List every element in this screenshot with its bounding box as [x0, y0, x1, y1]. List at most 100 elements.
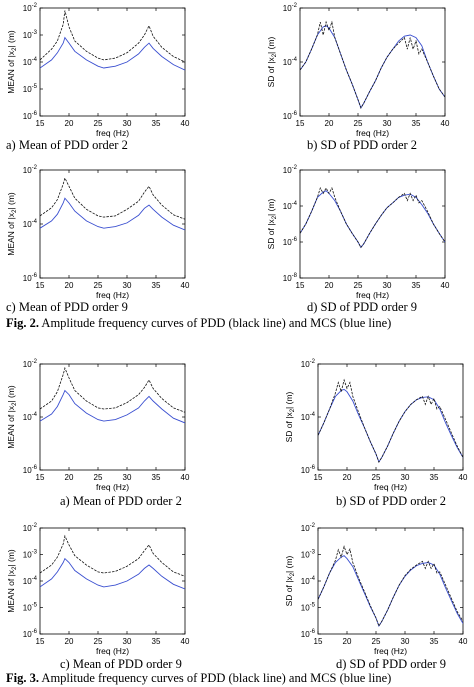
fig2-panel-a: 15 20 25 30 35 40 10-2 10-3 10-4 10-5 10-6 freq (Hz… — [0, 0, 195, 138]
fig3-caption-d: d) SD of PDD order 9 — [336, 657, 447, 671]
chart-svg: 15 20 25 30 35 40 10-2 10-3 10-4 10-5 10-6 freq (Hz… — [6, 523, 190, 656]
x-tick-label: 20 — [343, 637, 352, 646]
series-pdd-line — [40, 366, 185, 413]
fig2-panel-b: 15 20 25 30 35 40 10-2 10-4 10-6 freq (Hz) SD of |… — [260, 0, 455, 138]
chart-svg: 15 20 25 30 35 40 10-2 10-4 10-6 10-8 freq (Hz) SD … — [266, 165, 450, 300]
fig2-caption-label: Fig. 2. — [6, 316, 39, 330]
y-tick-label: 10-2 — [283, 165, 298, 175]
fig3-caption-b: b) SD of PDD order 2 — [336, 494, 447, 508]
series-pdd-line — [40, 534, 185, 577]
fig3-panel-c: 15 20 25 30 35 40 10-2 10-3 10-4 10-5 10-6 freq (Hz… — [0, 520, 195, 656]
x-tick-label: 35 — [412, 119, 421, 128]
series-mcs-line — [40, 197, 185, 231]
fig3-caption-a: a) Mean of PDD order 2 — [60, 494, 182, 508]
fig3-panel-d: 15 20 25 30 35 40 10-2 10-3 10-4 10-5 10-6 freq (Hz… — [278, 520, 473, 656]
y-axis-label: MEAN of |x2| (m) — [6, 385, 18, 449]
y-tick-label: 10-4 — [23, 576, 38, 586]
y-tick-label: 10-4 — [301, 576, 316, 586]
x-tick-label: 25 — [372, 473, 381, 482]
plot-frame — [39, 527, 186, 635]
y-tick-label: 10-4 — [23, 57, 38, 67]
fig2-caption-d: d) SD of PDD order 9 — [307, 300, 418, 314]
y-tick-label: 10-2 — [283, 3, 298, 13]
x-tick-label: 30 — [401, 473, 410, 482]
x-tick-label: 20 — [65, 119, 74, 128]
y-axis-label: MEAN of |x2| (m) — [6, 549, 18, 613]
series-pdd-line — [40, 10, 185, 63]
x-axis-label: freq (Hz) — [374, 646, 407, 656]
x-axis-label: freq (Hz) — [356, 290, 389, 300]
fig2-panel-d: 15 20 25 30 35 40 10-2 10-4 10-6 10-8 freq (Hz) SD … — [260, 162, 455, 300]
x-tick-label: 30 — [123, 637, 132, 646]
x-axis-label: freq (Hz) — [96, 646, 129, 656]
y-axis-label: SD of |x2| (m) — [284, 391, 296, 442]
fig3-panel-b: 15 20 25 30 35 40 10-2 10-4 10-6 freq (Hz) SD of |… — [278, 356, 473, 492]
fig3-caption-c: c) Mean of PDD order 9 — [60, 657, 182, 671]
series-mcs-line — [40, 389, 185, 424]
series-mcs-line — [318, 555, 463, 628]
x-tick-label: 35 — [430, 637, 439, 646]
x-tick-label: 15 — [296, 119, 305, 128]
y-tick-label: 10-2 — [23, 523, 38, 533]
plot-frame — [39, 169, 186, 279]
y-axis-label: SD of |x2| (m) — [266, 36, 278, 87]
y-tick-label: 10-2 — [23, 359, 38, 369]
y-tick-label: 10-2 — [23, 165, 38, 175]
x-tick-label: 15 — [314, 473, 323, 482]
x-tick-label: 40 — [441, 119, 450, 128]
series-mcs-line — [40, 36, 185, 71]
x-tick-label: 25 — [94, 637, 103, 646]
y-tick-label: 10-3 — [23, 550, 38, 560]
y-tick-label: 10-4 — [301, 412, 316, 422]
x-tick-label: 25 — [354, 281, 363, 290]
x-tick-label: 25 — [94, 281, 103, 290]
series-pdd-line — [318, 378, 463, 463]
y-tick-label: 10-2 — [23, 3, 38, 13]
x-axis-label: freq (Hz) — [96, 290, 129, 300]
x-tick-label: 30 — [123, 119, 132, 128]
chart-svg: 15 20 25 30 35 40 10-2 10-4 10-6 freq (Hz) MEAN of… — [6, 359, 190, 492]
chart-svg: 15 20 25 30 35 40 10-2 10-3 10-4 10-5 10-6 freq (Hz… — [284, 523, 468, 656]
y-tick-label: 10-3 — [301, 550, 316, 560]
x-tick-label: 25 — [94, 473, 103, 482]
x-tick-label: 40 — [441, 281, 450, 290]
series-pdd-line — [318, 545, 463, 627]
fig3-panel-a: 15 20 25 30 35 40 10-2 10-4 10-6 freq (Hz) MEAN of… — [0, 356, 195, 492]
x-tick-label: 40 — [459, 473, 468, 482]
series-mcs-line — [318, 388, 463, 464]
y-tick-label: 10-6 — [301, 629, 316, 639]
y-tick-label: 10-5 — [23, 84, 38, 94]
fig2-caption-b: b) SD of PDD order 2 — [307, 138, 418, 152]
y-tick-label: 10-5 — [301, 603, 316, 613]
x-tick-label: 20 — [65, 281, 74, 290]
y-tick-label: 10-4 — [23, 412, 38, 422]
x-tick-label: 40 — [181, 119, 190, 128]
fig2-panel-c: 15 20 25 30 35 40 10-2 10-4 10-6 freq (Hz) MEAN of… — [0, 162, 195, 300]
x-tick-label: 15 — [314, 637, 323, 646]
chart-svg: 15 20 25 30 35 40 10-2 10-4 10-6 freq (Hz) MEAN of… — [6, 165, 190, 300]
y-tick-label: 10-3 — [23, 30, 38, 40]
x-tick-label: 15 — [36, 637, 45, 646]
x-tick-label: 15 — [36, 473, 45, 482]
plot-frame — [317, 363, 464, 471]
fig2-caption-a: a) Mean of PDD order 2 — [6, 138, 128, 152]
x-tick-label: 30 — [123, 281, 132, 290]
x-axis-label: freq (Hz) — [96, 128, 129, 138]
y-tick-label: 10-2 — [301, 523, 316, 533]
x-tick-label: 40 — [459, 637, 468, 646]
x-tick-label: 35 — [430, 473, 439, 482]
x-tick-label: 40 — [181, 281, 190, 290]
x-tick-label: 30 — [383, 119, 392, 128]
x-tick-label: 15 — [296, 281, 305, 290]
x-tick-label: 15 — [36, 119, 45, 128]
x-tick-label: 15 — [36, 281, 45, 290]
x-tick-label: 35 — [152, 473, 161, 482]
y-tick-label: 10-2 — [301, 359, 316, 369]
x-tick-label: 20 — [325, 119, 334, 128]
x-tick-label: 20 — [65, 473, 74, 482]
x-axis-label: freq (Hz) — [374, 482, 407, 492]
plot-frame — [299, 7, 446, 117]
chart-svg: 15 20 25 30 35 40 10-2 10-4 10-6 freq (Hz) SD of |… — [284, 359, 468, 492]
series-pdd-line — [300, 186, 445, 249]
y-axis-label: MEAN of |x2| (m) — [6, 192, 18, 256]
